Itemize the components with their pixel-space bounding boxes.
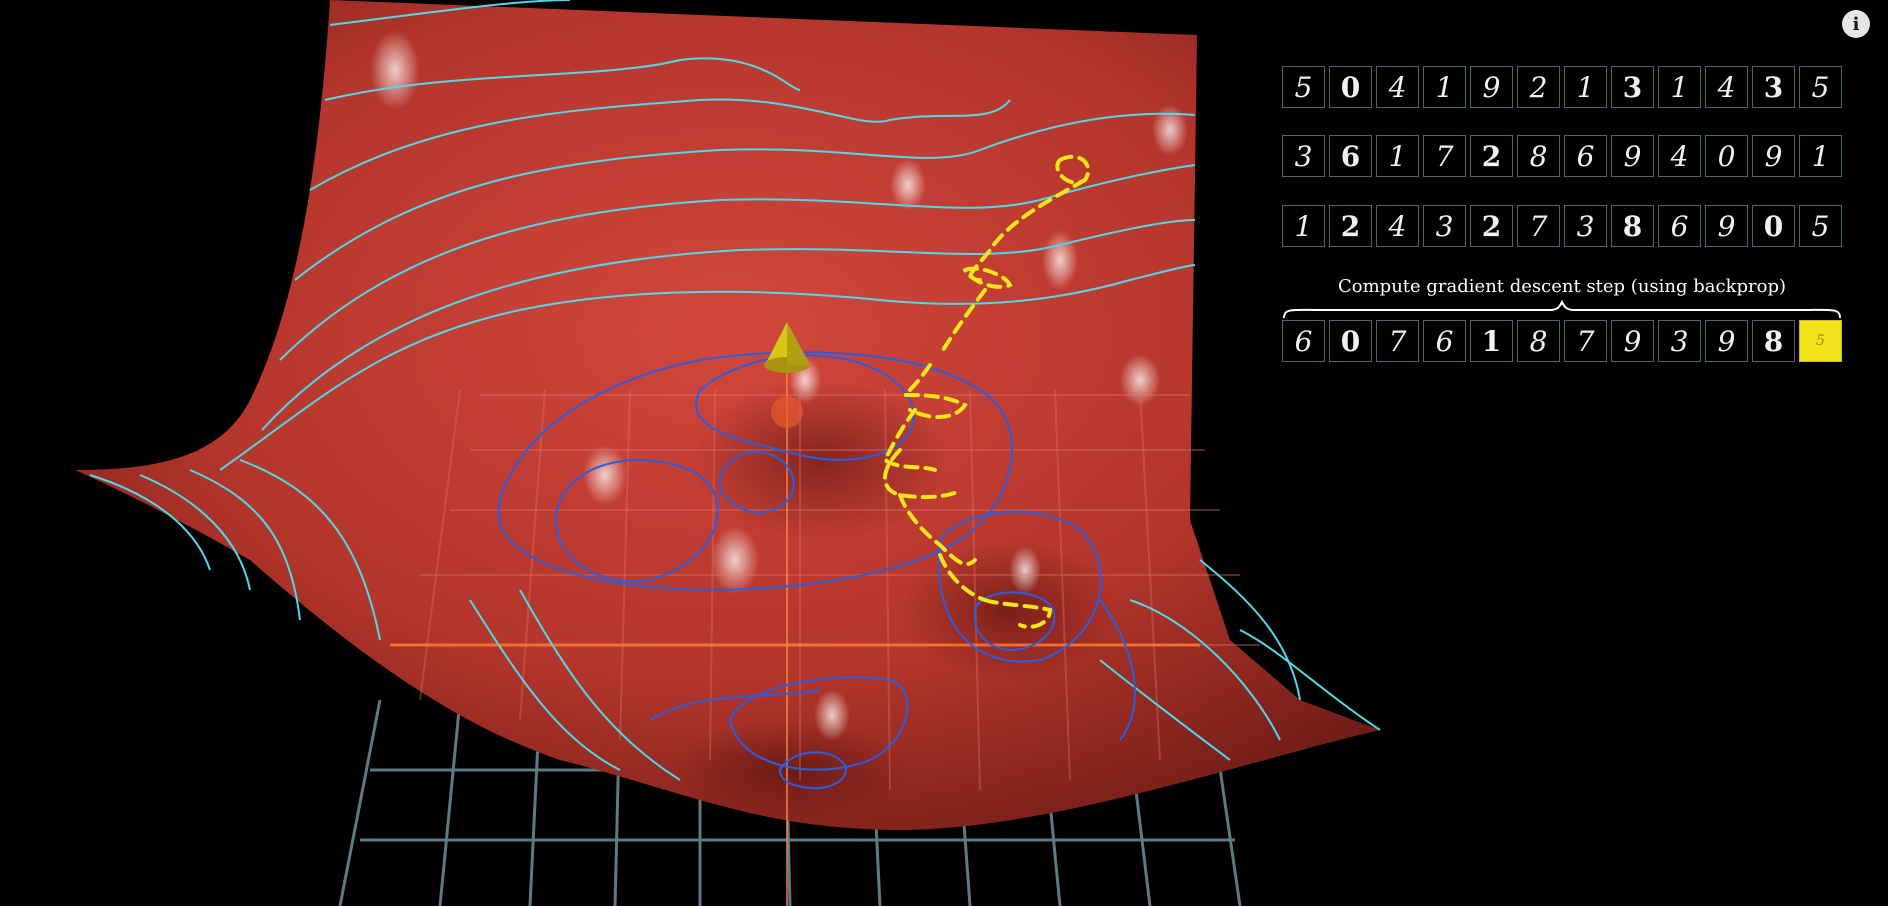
current-batch-digit-4: 6 xyxy=(1423,320,1466,362)
batch-3-digit-11: 0 xyxy=(1752,205,1795,247)
batch-2-digit-8: 9 xyxy=(1611,135,1654,177)
current-batch-digit-5: 1 xyxy=(1470,320,1513,362)
current-batch-digit-6: 8 xyxy=(1517,320,1560,362)
batch-2-digit-6: 8 xyxy=(1517,135,1560,177)
current-batch-digit-10: 9 xyxy=(1705,320,1748,362)
batch-3-digit-7: 3 xyxy=(1564,205,1607,247)
batch-2-digit-1: 3 xyxy=(1282,135,1325,177)
descent-path xyxy=(882,154,1091,629)
batch-2-digit-12: 1 xyxy=(1799,135,1842,177)
batch-1-digit-5: 9 xyxy=(1470,66,1513,108)
batch-3-digit-9: 6 xyxy=(1658,205,1701,247)
batch-3-digit-8: 8 xyxy=(1611,205,1654,247)
batch-2-digit-5: 2 xyxy=(1470,135,1513,177)
current-batch-digit-1: 6 xyxy=(1282,320,1325,362)
batch-1-digit-3: 4 xyxy=(1376,66,1419,108)
batch-3-digit-3: 4 xyxy=(1376,205,1419,247)
current-batch-digit-12: 5 xyxy=(1799,320,1842,362)
current-batch-digit-3: 7 xyxy=(1376,320,1419,362)
batch-1-digit-1: 5 xyxy=(1282,66,1325,108)
batch-3-digit-1: 1 xyxy=(1282,205,1325,247)
batch-1-digit-12: 5 xyxy=(1799,66,1842,108)
batch-1-digit-11: 3 xyxy=(1752,66,1795,108)
current-batch-digit-2: 0 xyxy=(1329,320,1372,362)
batch-1-digit-6: 2 xyxy=(1517,66,1560,108)
batch-1-digit-7: 1 xyxy=(1564,66,1607,108)
batch-2-digit-10: 0 xyxy=(1705,135,1748,177)
batch-2-digit-11: 9 xyxy=(1752,135,1795,177)
current-batch-digit-9: 3 xyxy=(1658,320,1701,362)
batch-2-digit-9: 4 xyxy=(1658,135,1701,177)
batch-3-digit-4: 3 xyxy=(1423,205,1466,247)
gradient-step-caption: Compute gradient descent step (using bac… xyxy=(1338,276,1786,297)
contour-lines-outer xyxy=(89,0,1381,781)
batch-2-digit-7: 6 xyxy=(1564,135,1607,177)
batch-2-digit-4: 7 xyxy=(1423,135,1466,177)
batch-1-digit-10: 4 xyxy=(1705,66,1748,108)
cone-marker-icon xyxy=(764,322,810,428)
batch-3-digit-12: 5 xyxy=(1799,205,1842,247)
batch-1-digit-2: 0 xyxy=(1329,66,1372,108)
batch-2-digit-2: 6 xyxy=(1329,135,1372,177)
batch-1-digit-4: 1 xyxy=(1423,66,1466,108)
batch-3-digit-10: 9 xyxy=(1705,205,1748,247)
batch-2-digit-3: 1 xyxy=(1376,135,1419,177)
batch-1-digit-9: 1 xyxy=(1658,66,1701,108)
info-icon: i xyxy=(1852,13,1860,35)
batch-1-digit-8: 3 xyxy=(1611,66,1654,108)
info-button[interactable]: i xyxy=(1842,10,1870,38)
current-batch-digit-11: 8 xyxy=(1752,320,1795,362)
batch-3-digit-2: 2 xyxy=(1329,205,1372,247)
brace-icon xyxy=(1283,300,1841,319)
batch-3-digit-6: 7 xyxy=(1517,205,1560,247)
current-batch-digit-8: 9 xyxy=(1611,320,1654,362)
current-batch-digit-7: 7 xyxy=(1564,320,1607,362)
batch-3-digit-5: 2 xyxy=(1470,205,1513,247)
